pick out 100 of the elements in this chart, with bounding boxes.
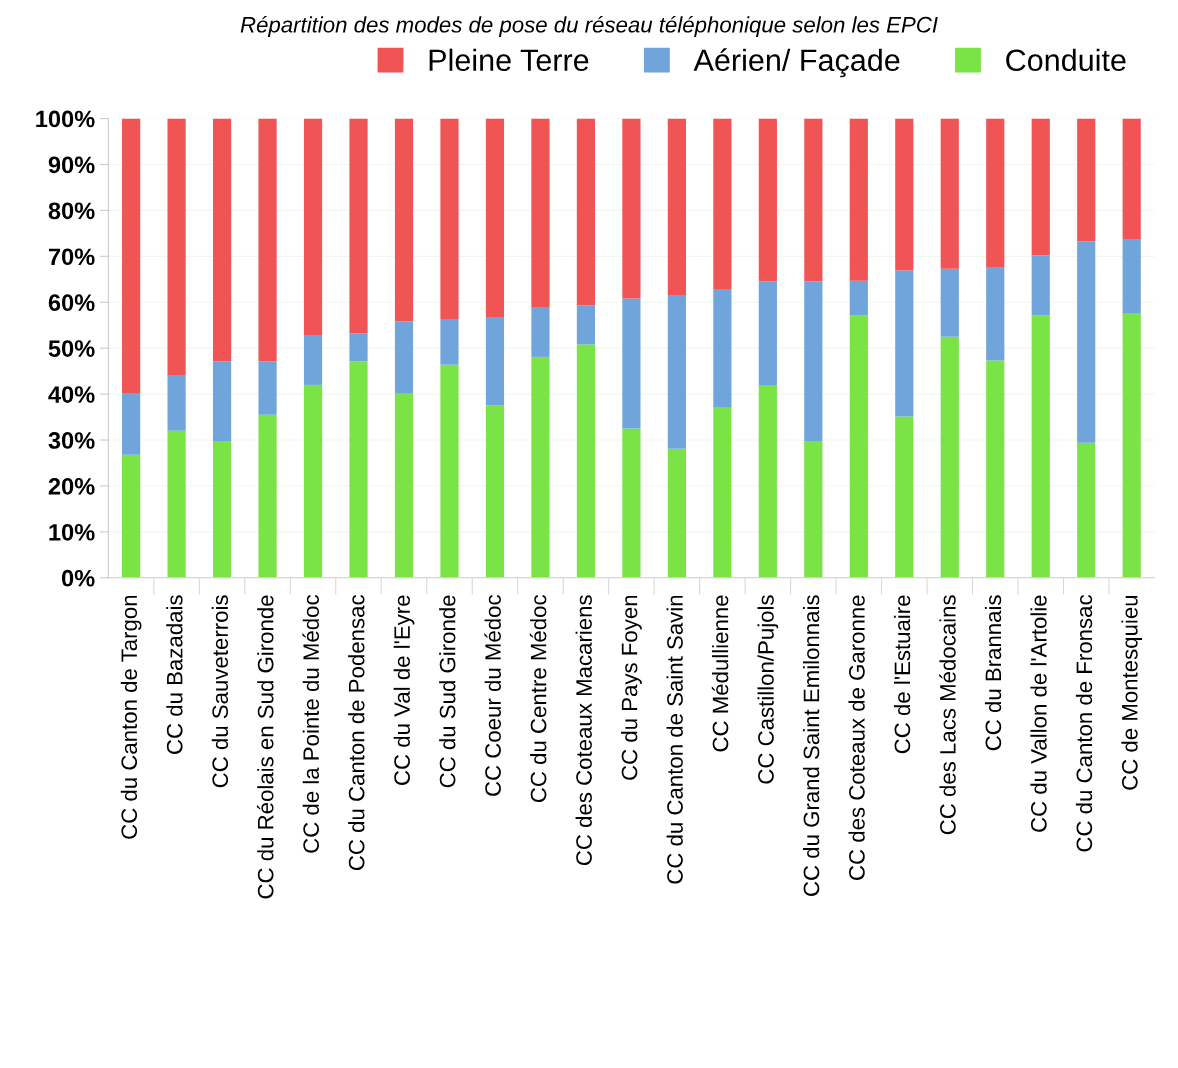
- x-tick-label: CC de Montesquieu: [1121, 595, 1143, 790]
- y-tick-label: 80%: [48, 202, 95, 220]
- y-tick-label: 30%: [48, 432, 95, 449]
- bar: [122, 118, 141, 394]
- bar: [485, 118, 505, 318]
- bar: [940, 268, 959, 337]
- bar: [986, 360, 1005, 578]
- bar: [895, 416, 914, 578]
- x-tick-label: CC du Brannais: [984, 595, 1002, 751]
- legend-label: Aérien/ Façade: [693, 48, 900, 78]
- bar: [167, 430, 186, 578]
- bar: [212, 440, 232, 578]
- x-tick-label: CC du Sauveterrois: [211, 595, 229, 788]
- bar: [576, 305, 596, 345]
- y-tick-label: 60%: [48, 294, 95, 312]
- bar: [1031, 255, 1050, 316]
- bar: [1122, 313, 1141, 578]
- y-tick-label: 40%: [48, 386, 95, 403]
- x-tick-label: CC du Canton de Podensac: [348, 595, 365, 871]
- bar: [303, 118, 323, 336]
- bar: [849, 280, 868, 316]
- bar: [986, 118, 1005, 268]
- bar: [849, 315, 868, 578]
- x-tick-label: CC du Canton de Saint Savin: [666, 595, 683, 884]
- bar: [849, 118, 868, 281]
- bar: [531, 118, 550, 308]
- bar: [485, 317, 505, 406]
- x-tick-label: CC du Grand Saint Emilonnais: [802, 595, 820, 896]
- y-tick-label: 10%: [49, 523, 95, 541]
- bar: [440, 364, 459, 578]
- bar: [940, 118, 959, 269]
- bar: [258, 361, 277, 415]
- bar: [804, 441, 823, 578]
- x-tick-label: CC des Lacs Médocains: [939, 595, 956, 835]
- bar: [758, 281, 777, 385]
- bar: [758, 384, 777, 578]
- legend-label: Conduite: [1006, 48, 1126, 72]
- bar: [440, 319, 459, 365]
- bar: [1031, 118, 1050, 256]
- bar: [667, 118, 686, 295]
- bar: [394, 321, 414, 394]
- bar: [804, 118, 823, 282]
- bar: [349, 333, 368, 362]
- x-tick-label: CC du Vallon de l'Artolie: [1030, 595, 1047, 832]
- y-tick-label: 0%: [61, 569, 95, 587]
- bar: [122, 454, 141, 578]
- x-tick-label: CC Castillon/Pujols: [757, 595, 779, 784]
- x-tick-label: CC des Coteaux de Garonne: [848, 595, 865, 880]
- legend-label: Pleine Terre: [429, 48, 589, 72]
- bar: [485, 405, 505, 578]
- x-tick-label: CC du Canton de Fronsac: [1075, 595, 1093, 852]
- bar: [895, 270, 914, 417]
- bar: [622, 298, 641, 429]
- x-tick-label: CC des Coteaux Macariens: [575, 595, 592, 866]
- bar: [1077, 241, 1096, 443]
- bar: [1031, 315, 1050, 578]
- bar: [258, 118, 277, 362]
- bar: [167, 375, 186, 431]
- x-tick-label: CC Médullienne: [711, 595, 729, 752]
- bar: [303, 384, 323, 578]
- bar: [713, 289, 732, 408]
- bar: [440, 118, 459, 320]
- bar: [167, 118, 186, 376]
- bar: [622, 118, 641, 299]
- bar: [576, 344, 596, 578]
- bar: [895, 118, 914, 271]
- bar: [349, 361, 368, 578]
- bar: [986, 267, 1005, 361]
- bar: [758, 118, 777, 282]
- y-tick-label: 20%: [48, 478, 95, 495]
- x-tick-label: CC du Sud Gironde: [439, 595, 456, 788]
- bar: [394, 118, 414, 322]
- x-tick-label: CC de la Pointe du Médoc: [302, 595, 320, 853]
- bar: [394, 393, 414, 578]
- bar: [1122, 118, 1141, 240]
- y-tick-label: 70%: [48, 248, 95, 266]
- x-tick-label: CC du Val de l'Eyre: [393, 595, 415, 785]
- chart-title: Répartition des modes de pose du réseau téléphonique selon les EPCI: [240, 16, 938, 37]
- x-tick-label: CC du Bazadais: [166, 595, 183, 754]
- bar: [804, 281, 823, 442]
- bar: [667, 294, 686, 449]
- x-tick-label: CC du Canton de Targon: [120, 595, 142, 839]
- bar: [713, 407, 732, 578]
- bar: [349, 118, 368, 334]
- bar: [940, 336, 959, 578]
- x-tick-label: CC Coeur du Médoc: [484, 595, 501, 796]
- bar: [212, 361, 232, 441]
- bar: [622, 428, 641, 578]
- bar: [303, 335, 323, 385]
- bar: [1122, 239, 1141, 314]
- x-tick-label: CC du Centre Médoc: [529, 595, 547, 803]
- bar: [122, 393, 141, 455]
- bar: [713, 118, 732, 290]
- y-tick-label: 90%: [48, 156, 95, 174]
- bar: [667, 448, 686, 578]
- bar: [531, 356, 550, 578]
- bar: [258, 414, 277, 578]
- bar: [576, 118, 596, 306]
- y-tick-label: 100%: [36, 110, 95, 128]
- x-tick-label: CC du Pays Foyen: [621, 595, 642, 780]
